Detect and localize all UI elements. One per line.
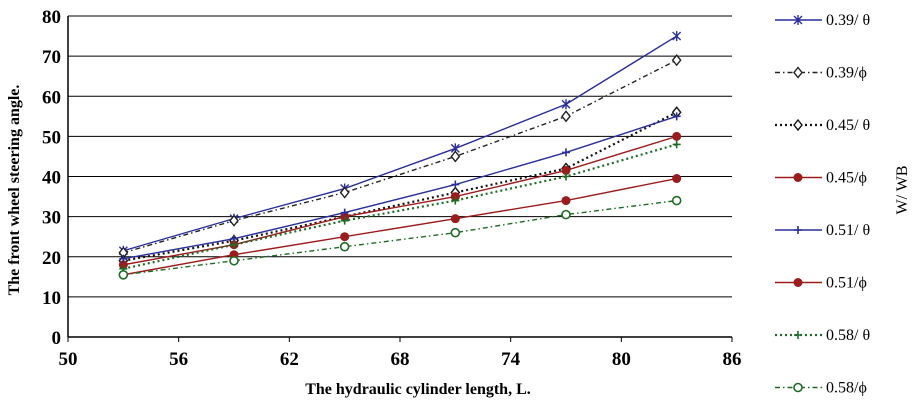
data-point (339, 241, 350, 252)
x-tick-label: 80 (612, 349, 631, 370)
legend-item: 0.51/ϕ (775, 275, 867, 292)
legend-label: 0.39/ϕ (826, 65, 867, 82)
legend-label: 0.51/ θ (826, 222, 870, 239)
y-tick-label: 0 (52, 328, 62, 349)
legend-label: 0.45/ θ (826, 117, 870, 134)
series-5 (119, 112, 681, 263)
data-point (672, 31, 682, 42)
data-point (672, 174, 682, 184)
data-point (671, 54, 682, 67)
data-point (672, 140, 681, 149)
legend-item: 0.51/ θ (775, 222, 870, 239)
data-point (671, 195, 682, 206)
data-point (450, 150, 461, 163)
y-tick-label: 50 (42, 127, 61, 148)
legend-item: 0.45/ θ (775, 117, 870, 134)
x-tick-label: 62 (280, 349, 299, 370)
data-point (561, 209, 571, 220)
series-lines (118, 31, 682, 280)
x-tick-label: 56 (169, 349, 188, 370)
y-tick-label: 20 (42, 248, 61, 269)
legend-marker (793, 66, 803, 79)
series-6 (118, 174, 682, 280)
series-8 (118, 195, 682, 280)
data-point (451, 180, 460, 189)
data-point (450, 192, 460, 202)
legend-marker (793, 118, 803, 132)
y-tick-label: 10 (42, 288, 61, 309)
legend-item: 0.39/ϕ (775, 65, 867, 82)
legend-label: 0.58/ϕ (826, 380, 867, 397)
data-point (562, 148, 570, 157)
data-point (340, 216, 349, 225)
legend-marker (793, 278, 803, 287)
x-tick-label: 50 (59, 349, 78, 370)
data-point (451, 196, 460, 205)
series-line (123, 115, 677, 260)
series-1 (118, 31, 682, 256)
legend-marker (794, 331, 802, 339)
y-axis-title: The front wheel steering angle. (6, 85, 23, 296)
legend-item: 0.58/ θ (775, 327, 870, 344)
series-3 (118, 106, 682, 267)
data-point (450, 227, 461, 238)
legend-marker (793, 382, 803, 393)
data-point (229, 255, 239, 266)
legend-label: 0.45/ϕ (826, 170, 867, 187)
data-point (672, 131, 682, 141)
data-point (118, 260, 128, 270)
x-tick-label: 68 (391, 349, 410, 370)
series-line (123, 135, 677, 266)
legend-item: 0.39/ θ (775, 12, 870, 29)
data-point (672, 112, 681, 121)
y-tick-label: 40 (42, 168, 61, 189)
data-point (230, 240, 238, 249)
x-tick-label: 86 (723, 349, 742, 370)
legend-marker (793, 173, 803, 182)
series-7 (119, 140, 681, 273)
legend-item: 0.58/ϕ (775, 380, 867, 397)
legend-title: W/ WB (894, 165, 911, 214)
data-point (229, 214, 239, 227)
series-line (123, 59, 677, 254)
series-line (123, 35, 678, 252)
data-point (340, 208, 349, 217)
y-tick-label: 70 (42, 47, 61, 68)
data-point (561, 99, 571, 110)
x-axis-ticks: 50 56 62 68 74 80 86 (59, 337, 742, 370)
y-tick-label: 60 (42, 87, 61, 108)
y-tick-label: 30 (42, 208, 61, 229)
data-point (119, 254, 128, 263)
data-point (561, 196, 571, 206)
data-point (561, 110, 571, 123)
series-line (123, 199, 677, 276)
data-point (340, 232, 350, 242)
legend-marker (794, 226, 802, 234)
x-axis-title: The hydraulic cylinder length, L. (305, 381, 531, 398)
data-point (450, 214, 460, 224)
legend-label: 0.39/ θ (826, 12, 870, 29)
data-point (562, 172, 570, 181)
data-point (340, 212, 350, 222)
data-point (561, 165, 571, 175)
legend-label: 0.58/ θ (826, 327, 870, 344)
y-tick-label: 80 (42, 7, 61, 28)
legend-marker (793, 15, 803, 25)
x-tick-label: 74 (501, 349, 521, 370)
data-point (339, 186, 350, 199)
y-axis-ticks: 0 10 20 30 40 50 60 70 80 (42, 7, 61, 349)
legend-item: 0.45/ϕ (775, 170, 867, 187)
data-point (118, 270, 129, 280)
series-line (123, 177, 677, 276)
series-line (123, 143, 677, 270)
legend: 0.39/ θ 0.39/ϕ 0.45/ θ 0.45/ϕ 0.51/ θ 0.51/ϕ 0… (775, 12, 870, 397)
legend-label: 0.51/ϕ (826, 275, 867, 292)
series-line (123, 111, 678, 262)
